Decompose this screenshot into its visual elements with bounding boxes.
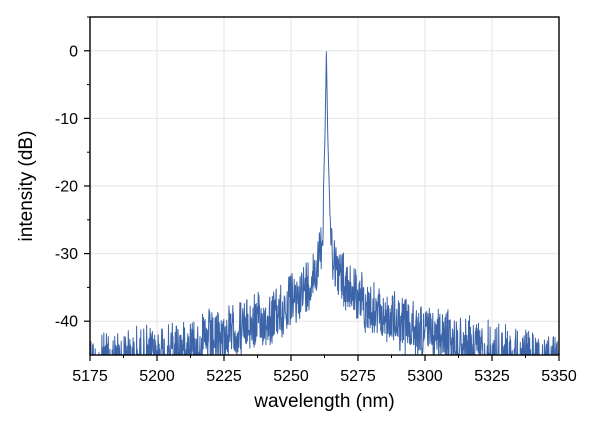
- y-tick-label: -10: [55, 111, 78, 128]
- x-axis-title: wavelength (nm): [253, 391, 394, 412]
- x-tick-label: 5275: [340, 368, 376, 385]
- y-tick-label: -30: [55, 246, 78, 263]
- x-axis-ticks: 5175 5200 5225 5250 5275 5300 5325 5350: [72, 355, 577, 385]
- plot-area: [90, 51, 559, 355]
- y-tick-label: 0: [69, 43, 78, 60]
- spectrum-line: [90, 51, 559, 355]
- x-tick-label: 5325: [474, 368, 510, 385]
- y-axis-ticks: 0 -10 -20 -30 -40: [55, 16, 90, 331]
- y-tick-label: -20: [55, 179, 78, 196]
- y-tick-label: -40: [55, 314, 78, 331]
- y-axis-title: intensity (dB): [16, 131, 37, 242]
- grid-lines: [90, 17, 559, 355]
- x-tick-label: 5225: [206, 368, 242, 385]
- x-tick-label: 5300: [407, 368, 443, 385]
- x-tick-label: 5200: [139, 368, 175, 385]
- x-tick-label: 5350: [541, 368, 577, 385]
- x-tick-label: 5175: [72, 368, 108, 385]
- x-tick-label: 5250: [273, 368, 309, 385]
